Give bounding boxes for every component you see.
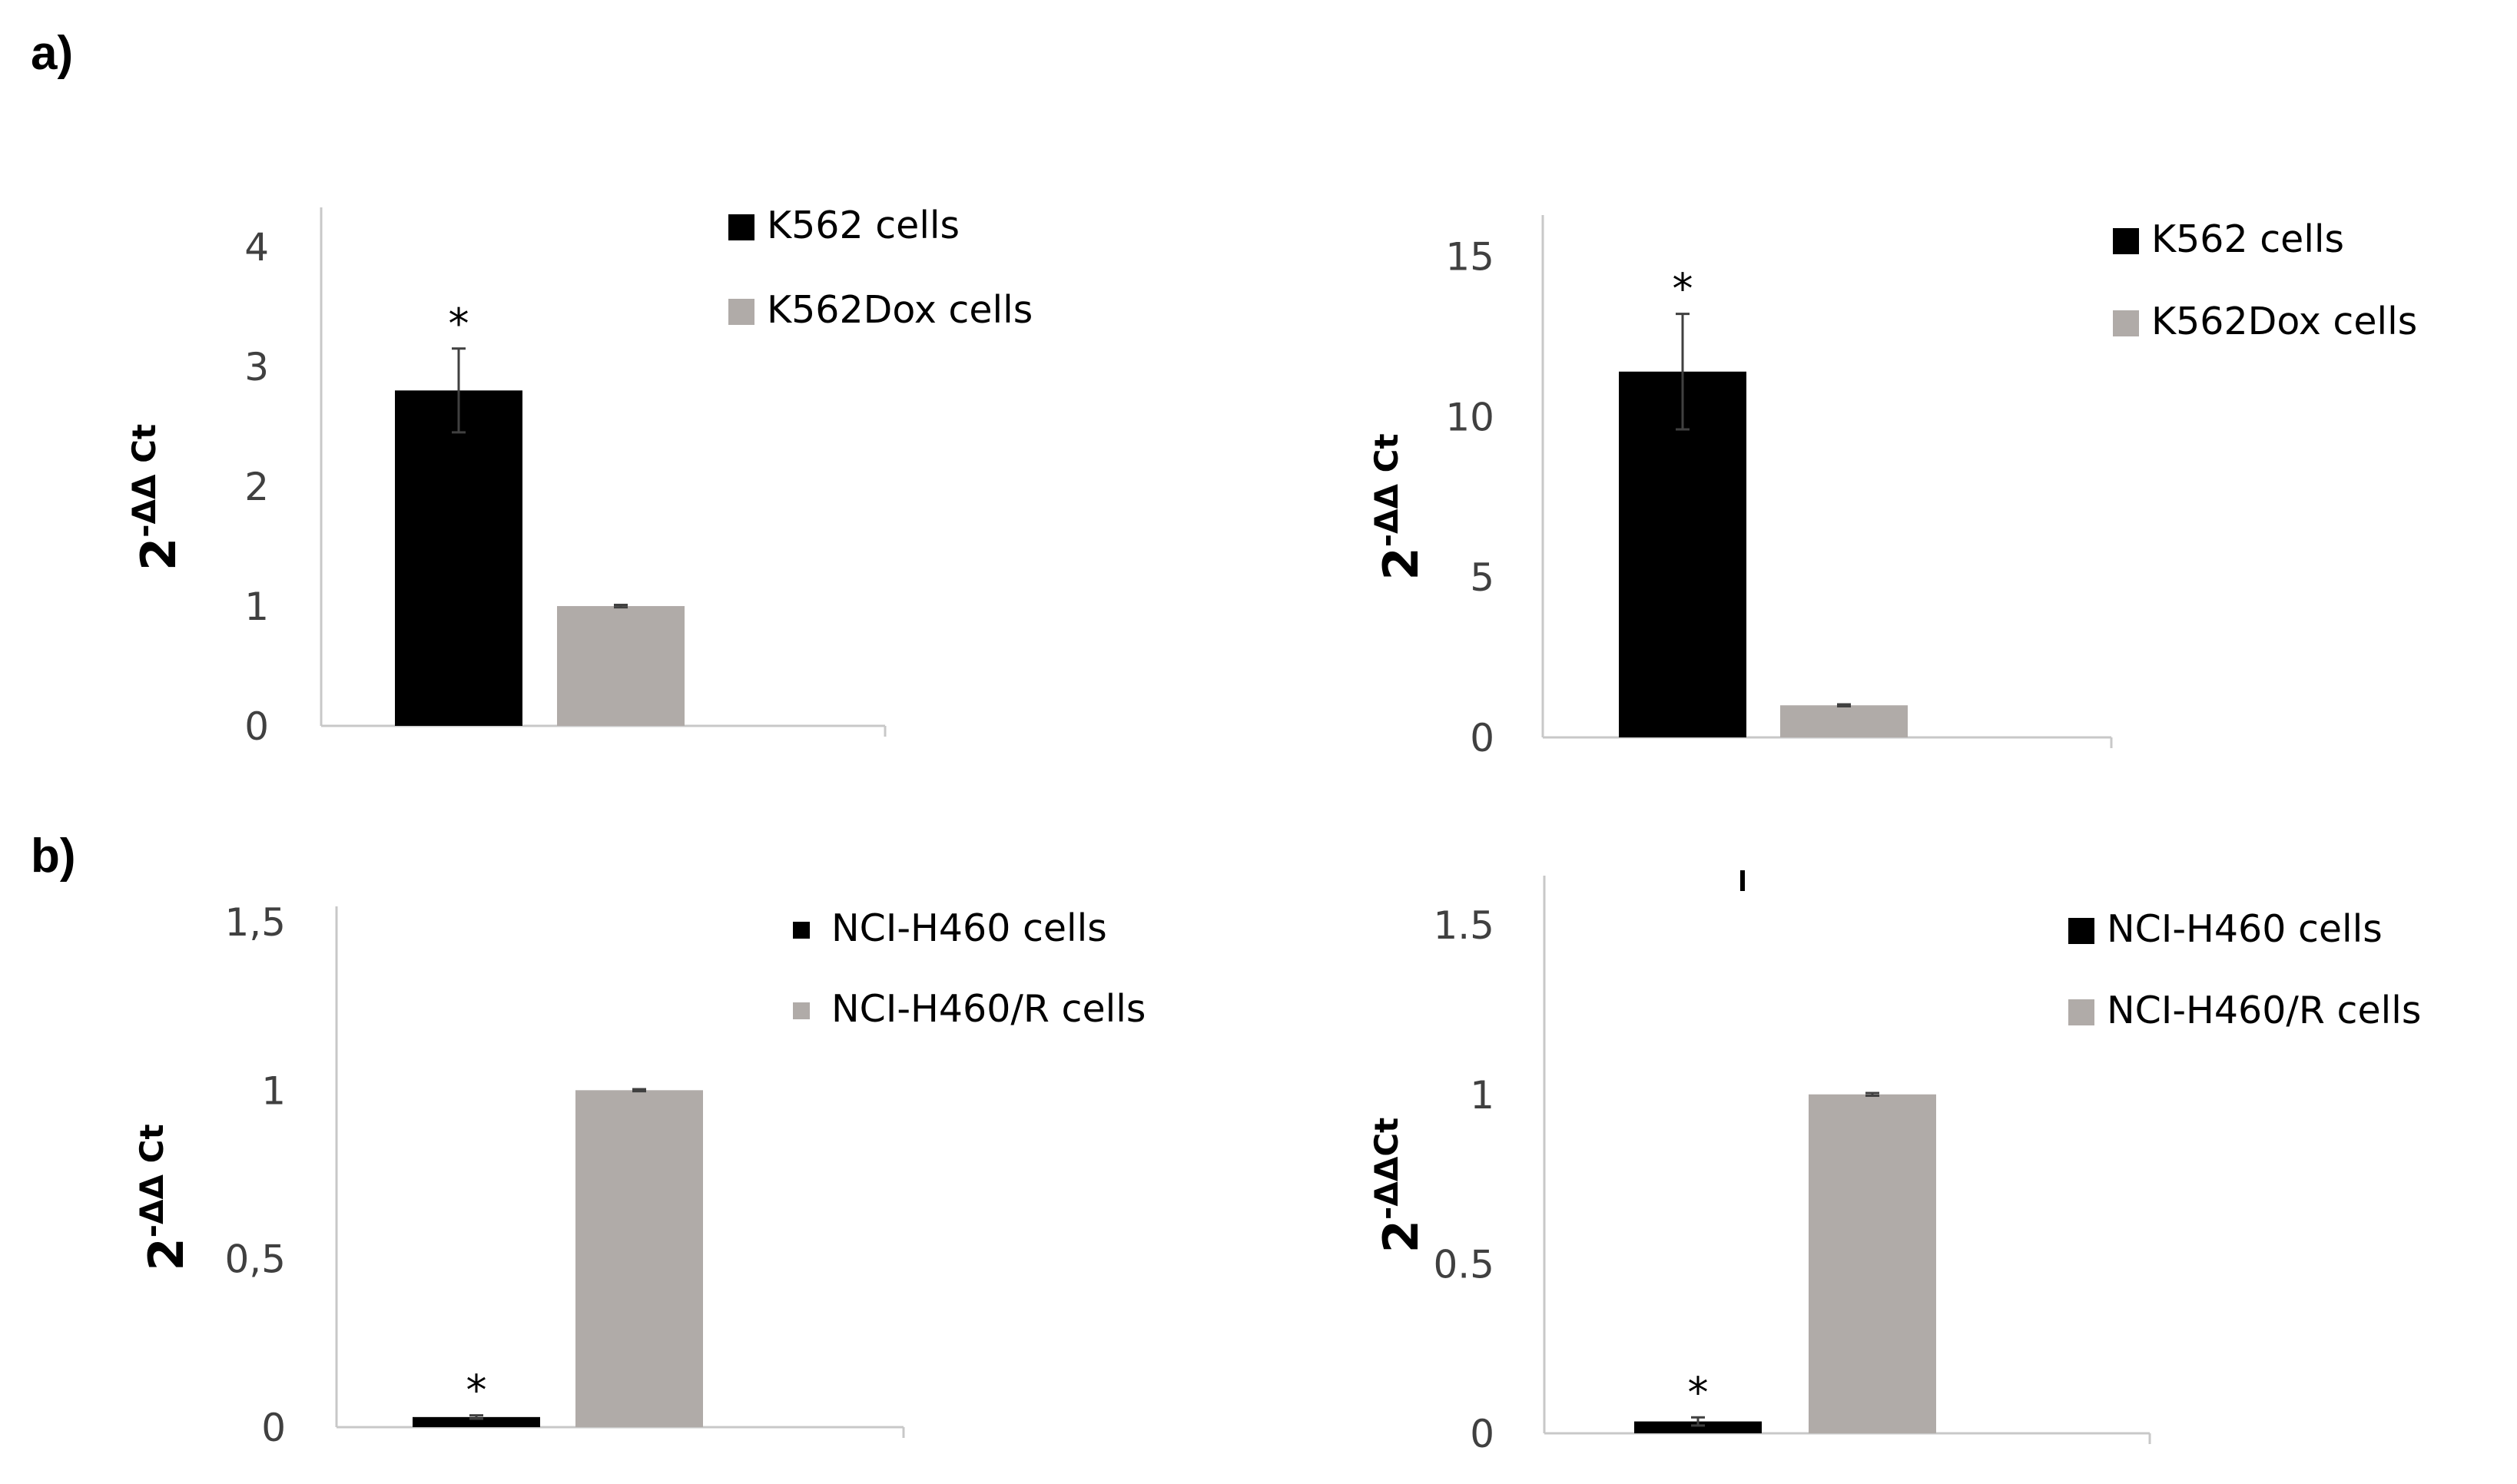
y-axis-label: 2-ΔΔCt <box>1368 1118 1429 1253</box>
significance-star: * <box>466 1366 487 1415</box>
legend-swatch <box>793 922 810 939</box>
y-tick-label: 0,5 <box>224 1237 286 1282</box>
y-tick-label: 5 <box>1470 555 1494 600</box>
legend-swatch <box>2113 228 2139 254</box>
bar <box>1780 705 1908 737</box>
y-axis-label: 2-ΔΔ Ct <box>1368 433 1429 580</box>
y-axis-label: 2-ΔΔ Ct <box>125 424 187 571</box>
y-tick-label: 4 <box>244 225 269 270</box>
legend-swatch <box>2068 999 2094 1025</box>
chart-3: 0 0,5 1 1,5 2-ΔΔ Ct * NCI-H460 cells NCI-H460/R… <box>133 900 1146 1450</box>
y-tick-label: 0.5 <box>1433 1242 1494 1287</box>
y-tick-label: 2 <box>244 465 269 509</box>
significance-star: * <box>1688 1368 1709 1416</box>
y-axis-label-base: 2 <box>1373 547 1429 580</box>
y-tick-label: 0 <box>261 1406 286 1450</box>
bar <box>557 606 685 726</box>
y-tick-label: 1,5 <box>224 900 286 945</box>
y-axis-label-base: 2 <box>1373 1220 1429 1253</box>
y-axis-label-exponent: -ΔΔ Ct <box>133 1124 171 1237</box>
y-axis-label-exponent: -ΔΔ Ct <box>1368 433 1405 547</box>
bar <box>575 1090 703 1427</box>
y-tick-label: 1 <box>1470 1073 1494 1118</box>
y-tick-label: 0 <box>1470 1412 1494 1456</box>
legend-label: NCI-H460/R cells <box>2107 989 2421 1032</box>
bar <box>1634 1421 1762 1433</box>
legend-swatch <box>2113 310 2139 336</box>
y-tick-label: 0 <box>244 704 269 749</box>
legend-label: K562Dox cells <box>767 288 1033 332</box>
y-tick-label: 0 <box>1470 716 1494 760</box>
y-axis-label-base: 2 <box>131 538 187 571</box>
legend-swatch <box>793 1002 810 1019</box>
legend-label: NCI-H460 cells <box>2107 907 2383 951</box>
y-axis-label: 2-ΔΔ Ct <box>133 1124 194 1270</box>
y-tick-label: 3 <box>244 345 269 389</box>
y-axis-label-exponent: -ΔΔ Ct <box>125 424 163 538</box>
y-axis-label-base: 2 <box>138 1237 194 1270</box>
bar <box>395 390 522 726</box>
legend-label: K562 cells <box>767 204 960 247</box>
legend-label: K562 cells <box>2151 217 2344 261</box>
bar <box>1809 1094 1936 1433</box>
significance-star: * <box>1673 265 1693 313</box>
bar <box>413 1416 540 1427</box>
legend-swatch <box>2068 918 2094 944</box>
significance-star: * <box>449 300 469 348</box>
y-tick-label: 1.5 <box>1433 903 1494 948</box>
legend-label: K562Dox cells <box>2151 300 2417 343</box>
y-tick-label: 1 <box>261 1068 286 1113</box>
legend-label: NCI-H460 cells <box>831 906 1107 950</box>
bar <box>1619 371 1746 737</box>
legend-label: NCI-H460/R cells <box>831 987 1146 1031</box>
y-tick-label: 1 <box>244 585 269 629</box>
y-tick-label: 10 <box>1445 395 1494 439</box>
y-axis-label-exponent: -ΔΔCt <box>1368 1118 1405 1220</box>
legend-swatch <box>728 214 754 240</box>
legend-swatch <box>728 299 754 325</box>
panel-label-b: b) <box>31 830 76 883</box>
chart-2: 0 5 10 15 2-ΔΔ Ct * K562 cells K562Dox cells <box>1368 215 2417 760</box>
panel-label-a: a) <box>31 27 73 80</box>
chart-4: 0 0.5 1 1.5 2-ΔΔCt * NCI-H460 cells NCI-H460/R … <box>1368 876 2421 1456</box>
y-tick-label: 15 <box>1445 234 1494 279</box>
